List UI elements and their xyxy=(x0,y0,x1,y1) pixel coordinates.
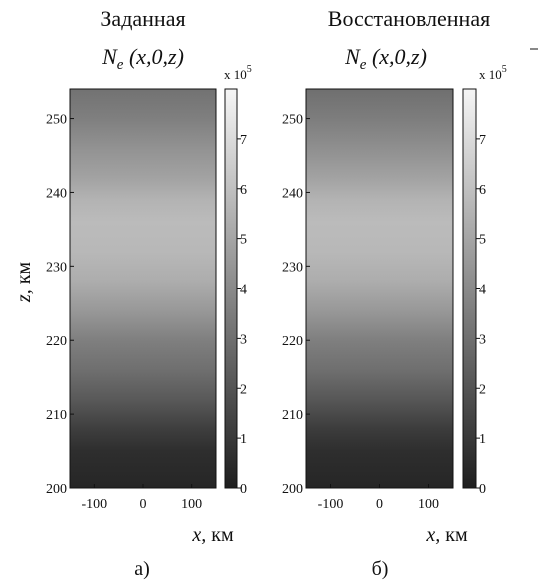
panel-b: Восстановленная Ne (x,0,z) 2002102202302… xyxy=(282,6,507,580)
panel-a-colorbar-tick-label: 6 xyxy=(240,183,247,198)
panel-a-y-tick-label: 200 xyxy=(46,482,67,497)
panel-a-colorbar-tick-label: 5 xyxy=(240,233,247,248)
panel-b-subtitle: Ne (x,0,z) xyxy=(344,44,427,73)
panel-b-y-tick-label: 240 xyxy=(282,186,303,201)
panel-a-colorbar-multiplier: x 105 xyxy=(224,64,252,82)
panel-b-colorbar-tick-label: 1 xyxy=(479,432,486,447)
panel-b-y-tick-label: 230 xyxy=(282,260,303,275)
panel-b-x-tick-label: 100 xyxy=(418,497,439,512)
panel-b-colorbar-tick-label: 2 xyxy=(479,382,486,397)
panel-a-y-tick-label: 250 xyxy=(46,113,67,128)
panel-a-y-tick-label: 230 xyxy=(46,260,67,275)
panel-b-y-tick-label: 200 xyxy=(282,482,303,497)
panel-a-colorbar-tick-label: 3 xyxy=(240,332,247,347)
panel-a-x-tick-label: -100 xyxy=(81,497,107,512)
panel-b-y-tick-label: 210 xyxy=(282,408,303,423)
panel-a-x-tick-label: 100 xyxy=(181,497,202,512)
panel-b-colorbar-tick-label: 5 xyxy=(479,233,486,248)
panel-b-colorbar-ticks: 0 1 2 3 4 5 6 7 xyxy=(476,133,486,497)
panel-a-y-tick-label: 240 xyxy=(46,186,67,201)
panel-a-colorbar-tick-label: 2 xyxy=(240,382,247,397)
panel-b-y-tick-label: 220 xyxy=(282,334,303,349)
panel-b-x-tick-label: 0 xyxy=(376,497,383,512)
panel-a-title: Заданная xyxy=(100,6,185,31)
panel-b-x-ticks: -100 0 100 xyxy=(318,484,439,512)
panel-b-colorbar-exponent: 5 xyxy=(502,64,507,75)
panel-a-colorbar-tick-label: 7 xyxy=(240,133,247,148)
panel-b-title: Восстановленная xyxy=(328,6,490,31)
panel-a-colorbar-ticks: 0 1 2 3 4 5 6 7 xyxy=(237,133,247,497)
panel-a-y-tick-label: 210 xyxy=(46,408,67,423)
panel-b-colorbar-tick-label: 6 xyxy=(479,183,486,198)
panel-b-colorbar-tick-label: 7 xyxy=(479,133,486,148)
panel-a-y-tick-label: 220 xyxy=(46,334,67,349)
panel-b-colorbar-tick-label: 3 xyxy=(479,332,486,347)
panel-a-x-ticks: -100 0 100 xyxy=(81,484,202,512)
panel-a-subtitle: Ne (x,0,z) xyxy=(101,44,184,73)
panel-b-y-ticks: 200 210 220 230 240 250 xyxy=(282,113,310,497)
panel-b-xlabel: x, км xyxy=(425,524,468,546)
panel-a-colorbar-tick-label: 4 xyxy=(240,283,247,298)
panel-a-x-tick-label: 0 xyxy=(140,497,147,512)
panel-b-label: б) xyxy=(372,558,389,580)
panel-b-x-tick-label: -100 xyxy=(318,497,344,512)
panel-a-xlabel: x, км xyxy=(191,524,234,546)
panel-b-colorbar-tick-label: 0 xyxy=(479,482,486,497)
panel-a-y-ticks: 200 210 220 230 240 250 xyxy=(46,113,74,497)
panel-a-colorbar xyxy=(224,88,238,489)
panel-b-colorbar xyxy=(462,88,477,489)
panel-b-colorbar-multiplier: x 105 xyxy=(479,64,507,82)
panel-a-colorbar-tick-label: 0 xyxy=(240,482,247,497)
panel-a-label: а) xyxy=(134,558,150,580)
panel-b-colorbar-tick-label: 4 xyxy=(479,283,486,298)
panel-b-plot-area xyxy=(305,88,454,489)
panel-a-ylabel: z, км xyxy=(13,262,35,304)
panel-a-colorbar-tick-label: 1 xyxy=(240,432,247,447)
panel-b-y-tick-label: 250 xyxy=(282,113,303,128)
panel-a-colorbar-exponent: 5 xyxy=(247,64,252,75)
panel-a-plot-area xyxy=(69,88,217,489)
